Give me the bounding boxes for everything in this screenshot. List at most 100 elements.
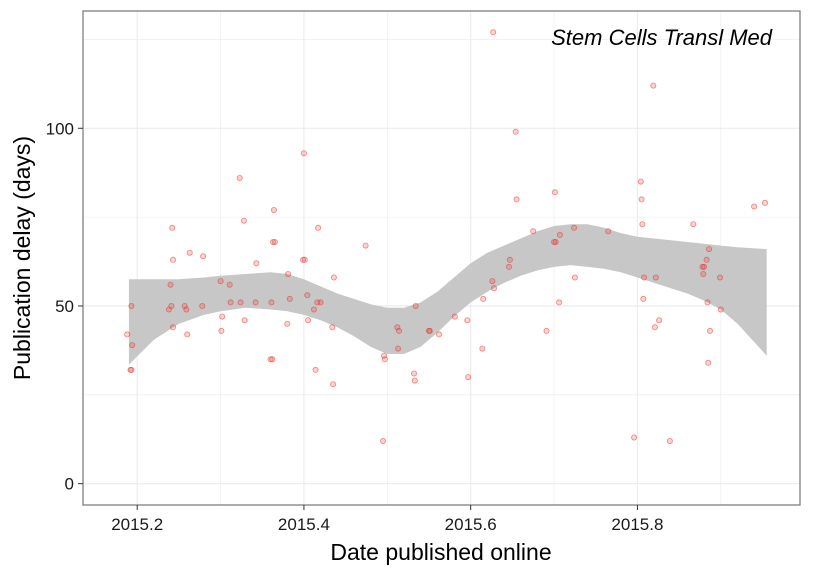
data-point <box>240 217 247 224</box>
data-point <box>465 374 472 381</box>
data-point <box>218 327 225 334</box>
data-point <box>267 356 274 363</box>
data-point <box>641 274 648 281</box>
data-point <box>300 256 307 263</box>
y-tick-label: 100 <box>46 119 74 138</box>
data-point <box>551 189 558 196</box>
data-point <box>129 342 136 349</box>
data-point <box>269 356 276 363</box>
data-point <box>605 228 612 235</box>
data-point <box>199 302 206 309</box>
data-point <box>286 295 293 302</box>
data-point <box>395 345 402 352</box>
confidence-band <box>128 224 767 365</box>
data-point <box>464 317 471 324</box>
data-point <box>268 299 275 306</box>
data-point <box>631 434 638 441</box>
data-point <box>217 278 224 285</box>
data-point <box>571 274 578 281</box>
data-point <box>571 224 578 231</box>
data-point <box>227 299 234 306</box>
data-point <box>315 224 322 231</box>
data-point <box>381 356 388 363</box>
data-point <box>690 221 697 228</box>
data-point <box>489 278 496 285</box>
scatter-points <box>124 29 769 444</box>
x-tick-label: 2015.2 <box>111 515 163 534</box>
data-point <box>329 324 336 331</box>
data-point <box>717 306 724 313</box>
data-point <box>380 437 387 444</box>
data-point <box>706 246 713 253</box>
data-point <box>552 238 559 245</box>
data-point <box>284 320 291 327</box>
data-point <box>169 324 176 331</box>
data-point <box>226 281 233 288</box>
data-point <box>506 256 513 263</box>
data-point <box>637 178 644 185</box>
data-point <box>505 263 512 270</box>
data-point <box>310 306 317 313</box>
y-tick-label: 50 <box>55 297 74 316</box>
data-point <box>639 221 646 228</box>
data-point <box>479 345 486 352</box>
data-point <box>124 331 131 338</box>
data-point <box>312 366 319 373</box>
data-point <box>699 263 706 270</box>
data-point <box>704 299 711 306</box>
data-point <box>200 253 207 260</box>
data-point <box>285 270 292 277</box>
data-point <box>168 302 175 309</box>
data-point <box>551 238 558 245</box>
x-tick-label: 2015.8 <box>611 515 663 534</box>
data-point <box>705 359 712 366</box>
data-point <box>219 313 226 320</box>
x-axis-title: Date published online <box>330 539 551 565</box>
data-point <box>330 274 337 281</box>
data-point <box>701 263 708 270</box>
data-point <box>656 317 663 324</box>
data-point <box>169 256 176 263</box>
data-point <box>556 231 563 238</box>
panel-border <box>82 10 801 506</box>
data-point <box>652 274 659 281</box>
data-point <box>451 313 458 320</box>
data-point <box>330 381 337 388</box>
smooth-band <box>128 224 767 365</box>
y-tick-label: 0 <box>65 475 74 494</box>
data-point <box>410 370 417 377</box>
data-point <box>362 242 369 249</box>
data-point <box>128 302 135 309</box>
data-point <box>237 299 244 306</box>
axes: 2015.2 2015.4 2015.6 2015.8 0 50 100 <box>46 119 664 534</box>
data-point <box>301 256 308 263</box>
data-point <box>651 324 658 331</box>
x-tick-label: 2015.4 <box>278 515 330 534</box>
y-axis-title: Publication delay (days) <box>9 136 35 380</box>
data-point <box>490 29 497 36</box>
data-point <box>762 199 769 206</box>
data-point <box>270 238 277 245</box>
data-point <box>186 249 193 256</box>
data-point <box>638 196 645 203</box>
data-point <box>543 327 550 334</box>
data-point <box>556 299 563 306</box>
data-point <box>128 366 135 373</box>
data-point <box>751 203 758 210</box>
data-point <box>480 295 487 302</box>
data-point <box>640 295 647 302</box>
data-point <box>253 260 260 267</box>
data-point <box>270 206 277 213</box>
data-point <box>183 306 190 313</box>
x-tick-label: 2015.6 <box>445 515 497 534</box>
data-point <box>513 196 520 203</box>
data-point <box>395 327 402 334</box>
data-point <box>184 331 191 338</box>
data-point <box>703 256 710 263</box>
data-point <box>300 150 307 157</box>
data-point <box>426 327 433 334</box>
data-point <box>252 299 259 306</box>
chart-annotation: Stem Cells Transl Med <box>551 25 773 50</box>
data-point <box>304 292 311 299</box>
